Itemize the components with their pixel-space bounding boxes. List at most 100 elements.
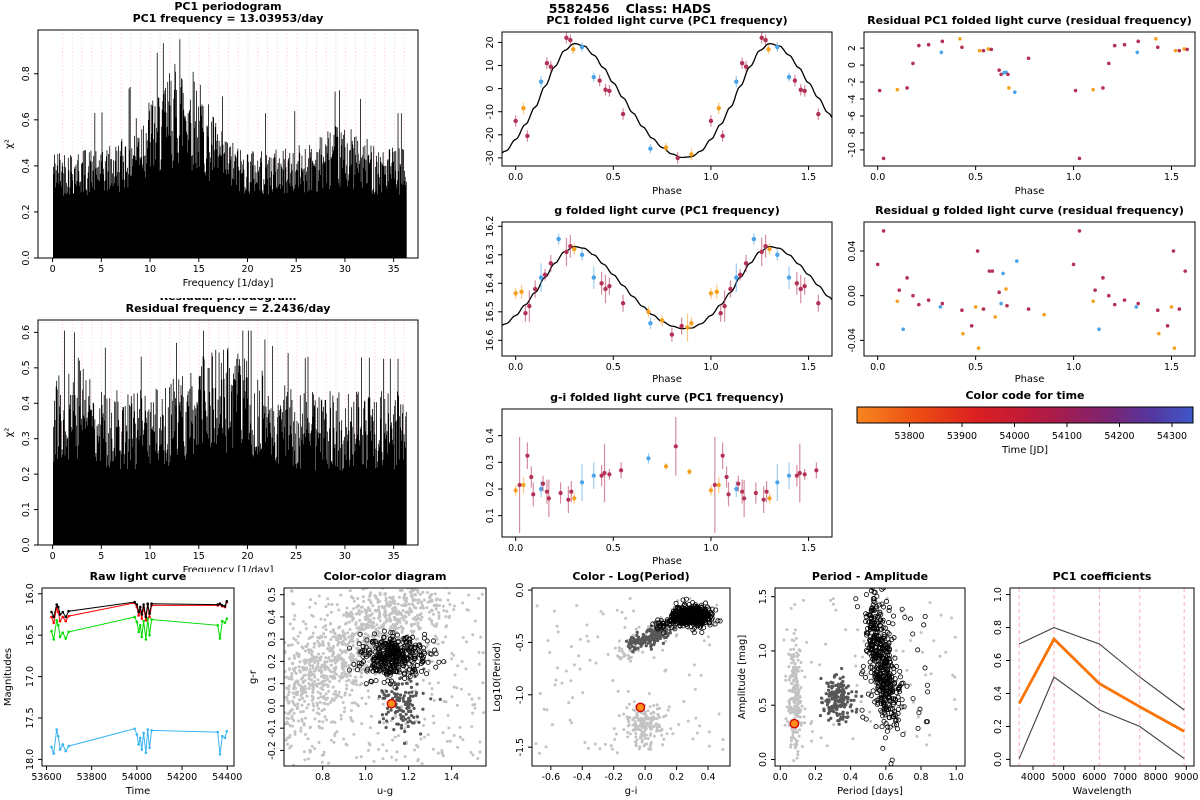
svg-text:1.5: 1.5 — [801, 543, 816, 554]
gi-folded-axes: 0.0 0.5 1.0 1.5 0.1 0.2 0.3 0.4 Phase — [485, 408, 833, 567]
svg-text:0.5: 0.5 — [21, 360, 32, 375]
color-color-diagram-title: Color-color diagram — [324, 570, 447, 583]
color-color-diagram-data-layer — [284, 588, 486, 766]
svg-text:Phase: Phase — [652, 556, 682, 567]
svg-text:-2: -2 — [847, 77, 858, 86]
pc1-periodogram-data-layer — [53, 30, 407, 258]
svg-text:0.2: 0.2 — [21, 467, 32, 482]
svg-text:25: 25 — [290, 551, 302, 562]
svg-text:1.2: 1.2 — [401, 772, 416, 783]
svg-text:0: 0 — [50, 551, 56, 562]
svg-text:PC1 periodogram: PC1 periodogram — [174, 0, 281, 13]
svg-text:g-i folded light curve (PC1 fr: g-i folded light curve (PC1 frequency) — [550, 391, 784, 404]
svg-text:1.4: 1.4 — [444, 772, 459, 783]
svg-text:0.1: 0.1 — [267, 676, 278, 691]
time-colorbar-plot: Color code for time 53800 53900 54000 54100 5… — [856, 389, 1194, 456]
svg-text:54000: 54000 — [999, 431, 1029, 442]
svg-text:-0.4: -0.4 — [573, 772, 592, 783]
svg-text:Residual frequency = 2.2436/da: Residual frequency = 2.2436/day — [126, 302, 331, 315]
residual-g-folded-axes: 0.0 0.5 1.0 1.5 0.04 0.00 -0.04 Phase — [847, 221, 1196, 385]
svg-text:g folded light curve (PC1 freq: g folded light curve (PC1 frequency) — [554, 204, 779, 217]
svg-text:16.5: 16.5 — [485, 301, 496, 322]
color-logperiod-plot: -0.6 -0.4 -0.2 0.0 0.2 0.4 0.0 -0.5 -1.0 -1.5 g-i L… — [492, 570, 731, 797]
pc1-folded-plot: 0.0 0.5 1.0 1.5 -30 -20 -10 0 10 20 Phase PC1 folde… — [485, 14, 833, 197]
svg-text:0.0: 0.0 — [993, 752, 1004, 767]
svg-text:0.2: 0.2 — [267, 654, 278, 669]
residual-g-folded-data-layer — [875, 229, 1188, 350]
svg-text:1.0: 1.0 — [949, 772, 964, 783]
svg-text:Amplitude [mag]: Amplitude [mag] — [737, 635, 748, 720]
period-amplitude-title: Period - Amplitude — [812, 570, 928, 583]
svg-text:0.5: 0.5 — [968, 172, 983, 183]
pc1-coefficients-axes: 4000 5000 6000 7000 8000 9000 0.0 0.2 0.4 0.6 0.8 1… — [993, 587, 1198, 797]
svg-text:0.5: 0.5 — [968, 362, 983, 373]
svg-text:54300: 54300 — [1157, 431, 1187, 442]
svg-text:0.6: 0.6 — [21, 325, 32, 340]
svg-text:1.5: 1.5 — [1164, 362, 1179, 373]
svg-text:g-r: g-r — [248, 669, 259, 684]
svg-text:16.6: 16.6 — [485, 330, 496, 351]
g-folded-plot: 0.0 0.5 1.0 1.5 16.2 16.3 16.4 16.5 16.6 Phase g f… — [485, 204, 833, 385]
object-id: 5582456 — [548, 1, 610, 16]
raw-light-curve-axes: 53600 53800 54000 54200 54400 16.0 16.5 17.0 17.… — [3, 583, 242, 797]
residual-pc1-folded-data-layer — [877, 36, 1189, 161]
svg-text:-0.6: -0.6 — [542, 772, 561, 783]
svg-text:0.4: 0.4 — [21, 158, 32, 173]
svg-text:Residual periodogram: Residual periodogram — [160, 298, 297, 303]
svg-text:Period - Amplitude: Period - Amplitude — [812, 570, 928, 583]
svg-text:Phase: Phase — [652, 186, 682, 197]
svg-text:54100: 54100 — [1052, 431, 1082, 442]
pc1-folded-data-layer — [502, 32, 832, 164]
svg-text:PC1 folded light curve (PC1 fr: PC1 folded light curve (PC1 frequency) — [546, 14, 787, 27]
g-folded-title: g folded light curve (PC1 frequency) — [554, 204, 779, 217]
svg-text:Phase: Phase — [1015, 374, 1045, 385]
svg-text:0.6: 0.6 — [878, 772, 893, 783]
residual-periodogram-axes: 0 5 10 15 20 25 30 35 0.0 0.1 0.2 0.3 0.4 0.5 0.6 Frequ… — [4, 319, 419, 572]
svg-text:-1.0: -1.0 — [515, 686, 526, 705]
svg-text:16.3: 16.3 — [485, 244, 496, 265]
svg-text:5000: 5000 — [1052, 772, 1076, 783]
period-amplitude-plot: 0.0 0.2 0.4 0.6 0.8 1.0 0.0 0.5 1.0 1.5 Period [da… — [737, 570, 966, 797]
svg-text:20: 20 — [241, 264, 253, 275]
svg-text:7000: 7000 — [1113, 772, 1137, 783]
svg-text:0.4: 0.4 — [485, 428, 496, 443]
color-logperiod-axes: -0.6 -0.4 -0.2 0.0 0.2 0.4 0.0 -0.5 -1.0 -1.5 g-i L… — [492, 583, 731, 797]
svg-text:-8: -8 — [847, 128, 858, 137]
svg-text:9000: 9000 — [1174, 772, 1198, 783]
svg-text:0.5: 0.5 — [606, 543, 621, 554]
svg-text:16.4: 16.4 — [485, 273, 496, 294]
svg-text:Magnitudes: Magnitudes — [3, 648, 14, 706]
svg-text:0.0: 0.0 — [870, 362, 885, 373]
residual-g-folded-plot: 0.0 0.5 1.0 1.5 0.04 0.00 -0.04 Phase Residual g… — [847, 204, 1196, 385]
svg-text:-4: -4 — [847, 94, 858, 103]
raw-light-curve-data-layer — [50, 599, 229, 756]
svg-text:25: 25 — [290, 264, 302, 275]
color-color-diagram-plot: 0.8 1.0 1.2 1.4 -0.2 -0.1 0.0 0.1 0.2 0.3 0.4 0.5 u-… — [248, 570, 487, 797]
svg-text:1.0: 1.0 — [703, 543, 718, 554]
svg-text:0.2: 0.2 — [21, 204, 32, 219]
svg-text:0.2: 0.2 — [669, 772, 684, 783]
svg-text:0.4: 0.4 — [21, 396, 32, 411]
svg-text:0.4: 0.4 — [843, 772, 858, 783]
svg-text:1.0: 1.0 — [703, 362, 718, 373]
residual-g-folded-title: Residual g folded light curve (residual … — [875, 204, 1184, 217]
svg-text:0.6: 0.6 — [993, 653, 1004, 668]
svg-text:-6: -6 — [847, 111, 858, 120]
figure-title: 5582456 Class: HADS — [420, 1, 840, 16]
svg-text:1.0: 1.0 — [758, 643, 769, 658]
svg-text:0.5: 0.5 — [267, 587, 278, 602]
svg-text:16.2: 16.2 — [485, 216, 496, 237]
svg-text:30: 30 — [339, 551, 351, 562]
svg-text:Wavelength: Wavelength — [1072, 786, 1131, 797]
svg-text:18.0: 18.0 — [25, 749, 36, 770]
svg-text:Frequency [1/day]: Frequency [1/day] — [183, 278, 274, 289]
svg-text:16.5: 16.5 — [25, 625, 36, 646]
gi-folded-data-layer — [513, 417, 819, 533]
svg-text:Phase: Phase — [1015, 186, 1045, 197]
svg-text:0.0: 0.0 — [21, 250, 32, 265]
svg-text:53800: 53800 — [894, 431, 924, 442]
svg-text:4000: 4000 — [1021, 772, 1045, 783]
gi-folded-title: g-i folded light curve (PC1 frequency) — [550, 391, 784, 404]
svg-text:54200: 54200 — [167, 772, 197, 783]
